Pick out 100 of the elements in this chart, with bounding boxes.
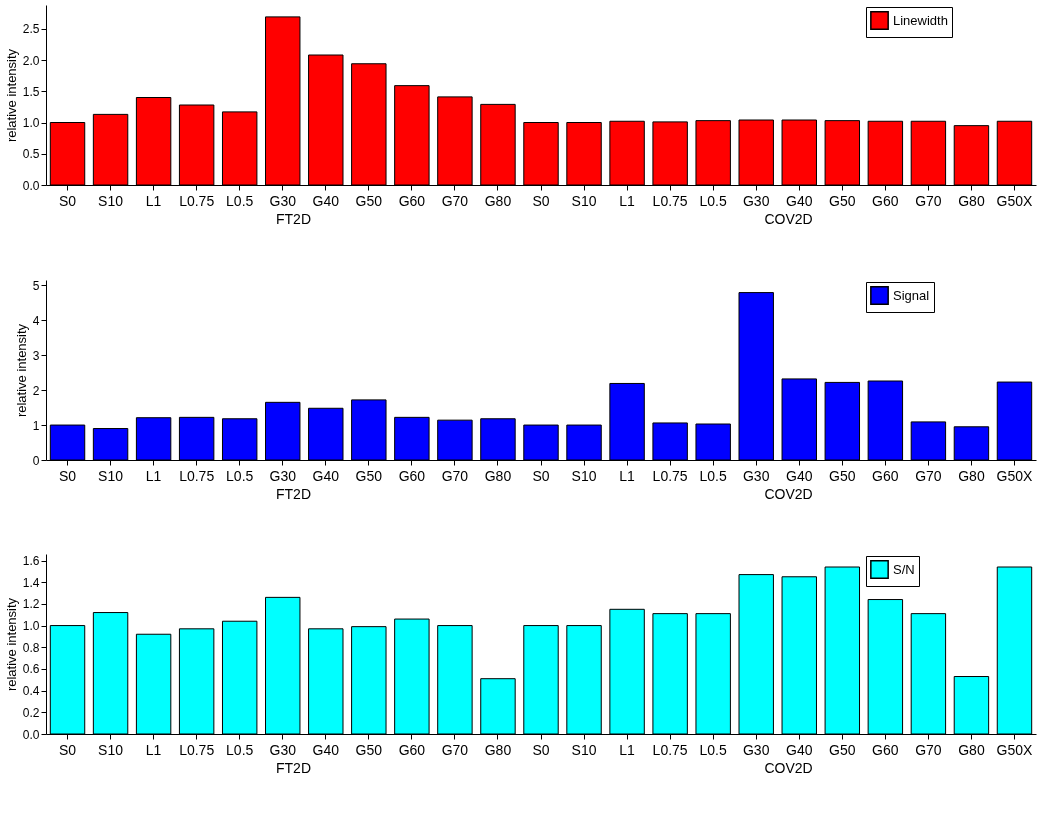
y-tick-label: 0.2 — [22, 705, 40, 720]
y-tick-label: 1.6 — [22, 554, 40, 569]
y-tick-label: 0.6 — [22, 662, 40, 677]
x-tick-label: L0.75 — [179, 467, 215, 484]
y-tick-label: 1 — [32, 418, 40, 433]
x-tick-label: G60 — [398, 741, 426, 758]
x-tick-label: G40 — [786, 741, 813, 758]
x-tick-label: G70 — [441, 467, 469, 484]
x-tick-label: G50 — [829, 192, 856, 209]
x-tick-label: G40 — [312, 741, 340, 758]
x-tick-label: L0.5 — [226, 467, 254, 484]
x-tick-label: L1 — [145, 192, 162, 209]
y-tick-label: 1.0 — [22, 116, 40, 130]
x-tick-label: L1 — [145, 467, 162, 484]
x-tick-label: S10 — [98, 192, 124, 209]
y-tick-label: 2.5 — [22, 22, 40, 37]
x-tick-label: G60 — [872, 467, 899, 484]
x-tick-label: S0 — [532, 741, 550, 758]
x-tick-label: G60 — [872, 741, 899, 758]
x-tick-label: L0.5 — [699, 467, 728, 484]
x-tick-label: G40 — [786, 192, 813, 209]
legend-label: Signal — [893, 287, 930, 303]
x-tick-label: S0 — [532, 192, 550, 209]
text: COV2D — [764, 760, 813, 776]
x-tick-label: G70 — [915, 467, 942, 484]
x-tick-label: L0.5 — [699, 741, 728, 758]
x-tick-label: S10 — [571, 467, 597, 484]
x-tick-label: G60 — [398, 467, 426, 484]
x-tick-label: L0.5 — [699, 192, 728, 209]
x-tick-label: S0 — [58, 467, 77, 484]
x-tick-label: G30 — [742, 192, 770, 209]
text: FT2D — [276, 486, 311, 502]
x-tick-label: G40 — [312, 192, 340, 209]
x-tick-label: G70 — [441, 741, 469, 758]
x-tick-label: G50 — [829, 741, 856, 758]
y-tick-label: 2 — [32, 383, 40, 398]
text: COV2D — [764, 486, 813, 502]
x-tick-label: S0 — [58, 741, 77, 758]
x-tick-label: G50X — [996, 741, 1034, 758]
y-axis-title: relative intensity — [3, 48, 19, 143]
x-tick-label: G80 — [958, 741, 985, 758]
x-tick-label: G30 — [269, 192, 297, 209]
x-tick-label: L1 — [145, 741, 162, 758]
x-tick-label: G50X — [996, 467, 1034, 484]
x-tick-label: G70 — [441, 192, 469, 209]
text: COV2D — [764, 211, 813, 227]
x-tick-label: G40 — [312, 467, 340, 484]
x-tick-label: L0.75 — [179, 192, 215, 209]
x-tick-label: G80 — [484, 192, 512, 209]
x-tick-label: S10 — [571, 741, 597, 758]
x-tick-label: G60 — [398, 192, 426, 209]
x-tick-label: L0.5 — [226, 741, 254, 758]
x-tick-label: L1 — [619, 741, 636, 758]
y-tick-label: 2.0 — [22, 53, 40, 68]
x-tick-label: G80 — [484, 741, 512, 758]
x-tick-label: G50X — [996, 192, 1034, 209]
x-tick-label: G30 — [269, 741, 297, 758]
x-tick-label: G40 — [786, 467, 813, 484]
y-tick-label: 0.0 — [22, 178, 40, 193]
y-tick-label: 0.4 — [22, 684, 40, 699]
x-tick-label: L0.75 — [652, 192, 688, 209]
y-tick-label: 1.2 — [22, 597, 40, 612]
x-tick-label: S10 — [98, 467, 124, 484]
y-tick-label: 0.5 — [22, 147, 40, 162]
x-tick-label: L0.75 — [179, 741, 215, 758]
x-tick-label: G50 — [355, 467, 383, 484]
x-tick-label: G30 — [742, 741, 770, 758]
x-tick-label: S0 — [58, 192, 77, 209]
y-tick-label: 4 — [32, 313, 40, 328]
legend-label: Linewidth — [893, 12, 948, 28]
x-tick-label: L1 — [619, 467, 636, 484]
x-tick-label: G70 — [915, 192, 942, 209]
y-tick-label: 1.5 — [22, 84, 40, 99]
x-tick-label: S10 — [571, 192, 597, 209]
x-tick-label: S0 — [532, 467, 550, 484]
x-tick-label: G80 — [484, 467, 512, 484]
y-tick-label: 0.0 — [22, 727, 40, 742]
x-tick-label: G70 — [915, 741, 942, 758]
x-tick-label: L0.75 — [652, 467, 688, 484]
legend-label: S/N — [893, 561, 915, 577]
y-tick-label: 0.8 — [22, 640, 40, 655]
y-axis-title: relative intensity — [13, 323, 29, 418]
x-tick-label: S10 — [98, 741, 124, 758]
x-tick-label: G30 — [269, 467, 297, 484]
x-tick-label: G80 — [958, 467, 985, 484]
x-tick-label: L1 — [619, 192, 636, 209]
x-tick-label: G60 — [872, 192, 899, 209]
x-tick-label: L0.5 — [226, 192, 254, 209]
y-tick-label: 1.0 — [22, 619, 40, 634]
y-axis-title: relative intensity — [3, 597, 19, 692]
y-tick-label: 5 — [32, 278, 40, 293]
text: FT2D — [276, 760, 311, 776]
x-tick-label: G50 — [355, 192, 383, 209]
y-tick-label: 0 — [32, 453, 40, 468]
x-tick-label: G50 — [355, 741, 383, 758]
x-tick-label: G30 — [742, 467, 770, 484]
y-tick-label: 1.4 — [22, 575, 40, 590]
x-tick-label: G50 — [829, 467, 856, 484]
x-tick-label: L0.75 — [652, 741, 688, 758]
y-tick-label: 3 — [32, 348, 40, 363]
